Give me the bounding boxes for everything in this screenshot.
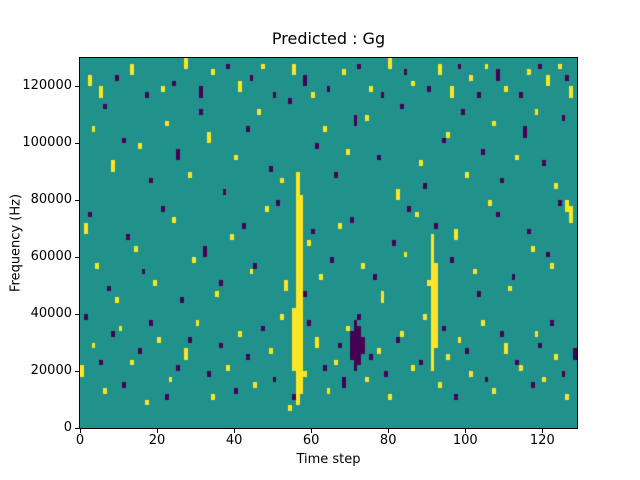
x-tick-label: 60: [302, 433, 320, 448]
y-tick-label: 60000: [30, 249, 72, 265]
y-tick-label: 80000: [30, 192, 72, 208]
y-axis-label: Frequency (Hz): [8, 193, 24, 293]
x-tick-mark: [157, 429, 159, 433]
y-tick-mark: [75, 86, 79, 88]
x-tick-label: 120: [529, 433, 555, 448]
x-tick-label: 100: [452, 433, 478, 448]
y-tick-label: 40000: [30, 306, 72, 322]
x-tick-mark: [542, 429, 544, 433]
x-tick-label: 20: [148, 433, 166, 448]
x-tick-mark: [80, 429, 81, 433]
x-tick-label: 0: [75, 433, 85, 448]
heatmap-canvas: [80, 58, 577, 428]
y-tick-mark: [75, 200, 79, 202]
y-tick-mark: [75, 314, 79, 316]
chart-title: Predicted : Gg: [271, 29, 386, 48]
x-axis-label: Time step: [296, 452, 361, 467]
y-tick-label: 120000: [22, 78, 72, 94]
y-tick-label: 0: [63, 420, 72, 435]
x-tick-label: 40: [225, 433, 243, 448]
y-tick-mark: [75, 428, 79, 429]
y-tick-mark: [75, 257, 79, 259]
x-tick-mark: [388, 429, 390, 433]
x-tick-mark: [311, 429, 313, 433]
x-tick-mark: [234, 429, 236, 433]
plot-area: [79, 57, 578, 429]
y-tick-label: 20000: [30, 363, 72, 379]
x-tick-label: 80: [379, 433, 397, 448]
y-tick-mark: [75, 143, 79, 145]
x-tick-mark: [465, 429, 467, 433]
y-tick-label: 100000: [22, 135, 72, 151]
y-tick-mark: [75, 371, 79, 373]
